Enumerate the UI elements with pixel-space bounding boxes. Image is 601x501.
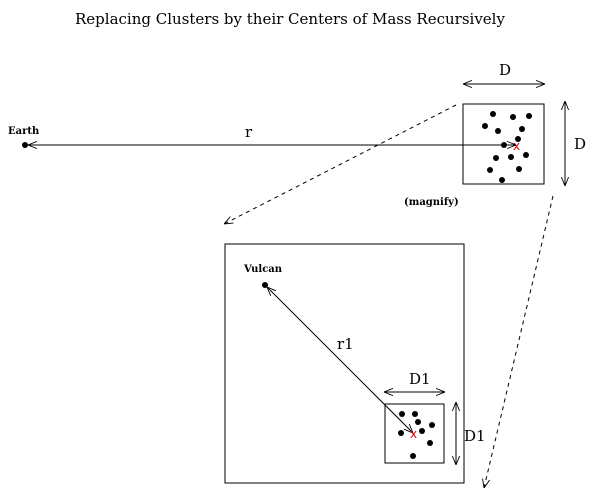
magnified-view-box <box>224 243 465 484</box>
star-point <box>499 177 505 183</box>
star-point <box>516 166 522 172</box>
star-point <box>519 126 525 132</box>
star-point <box>487 167 493 173</box>
width-d-label: D <box>499 61 511 79</box>
star-point <box>523 152 529 158</box>
distance-r1-label: r1 <box>337 335 354 353</box>
height-d-label: D <box>574 135 586 153</box>
magnify-label: (magnify) <box>404 197 459 208</box>
star-point <box>427 440 433 446</box>
star-point <box>510 114 516 120</box>
height-d1-label: D1 <box>464 427 486 445</box>
star-point <box>429 422 435 428</box>
star-point <box>412 411 418 417</box>
magnify-arrow-right <box>484 195 554 488</box>
star-point <box>490 111 496 117</box>
star-point <box>526 113 532 119</box>
earth-label: Earth <box>8 126 40 137</box>
figure-title: Replacing Clusters by their Centers of M… <box>75 10 505 28</box>
distance-r1-arrow <box>267 287 413 433</box>
star-point <box>399 411 405 417</box>
magnify-arrow-left <box>224 104 457 224</box>
width-d1-label: D1 <box>409 370 431 388</box>
top-cluster-points <box>482 111 532 183</box>
star-point <box>398 430 404 436</box>
star-point <box>410 453 416 459</box>
star-point <box>515 136 521 142</box>
star-point <box>482 123 488 129</box>
distance-r-label: r <box>245 123 253 141</box>
earth-point <box>22 142 28 148</box>
star-point <box>493 155 499 161</box>
vulcan-label: Vulcan <box>243 264 283 275</box>
star-point <box>495 128 501 134</box>
sub-cluster-points <box>398 411 435 459</box>
sub-center-of-mass-marker: x <box>410 427 417 441</box>
star-point <box>415 419 421 425</box>
center-of-mass-marker: x <box>513 139 520 153</box>
sub-cluster-box <box>384 403 445 464</box>
star-point <box>419 428 425 434</box>
star-point <box>508 154 514 160</box>
